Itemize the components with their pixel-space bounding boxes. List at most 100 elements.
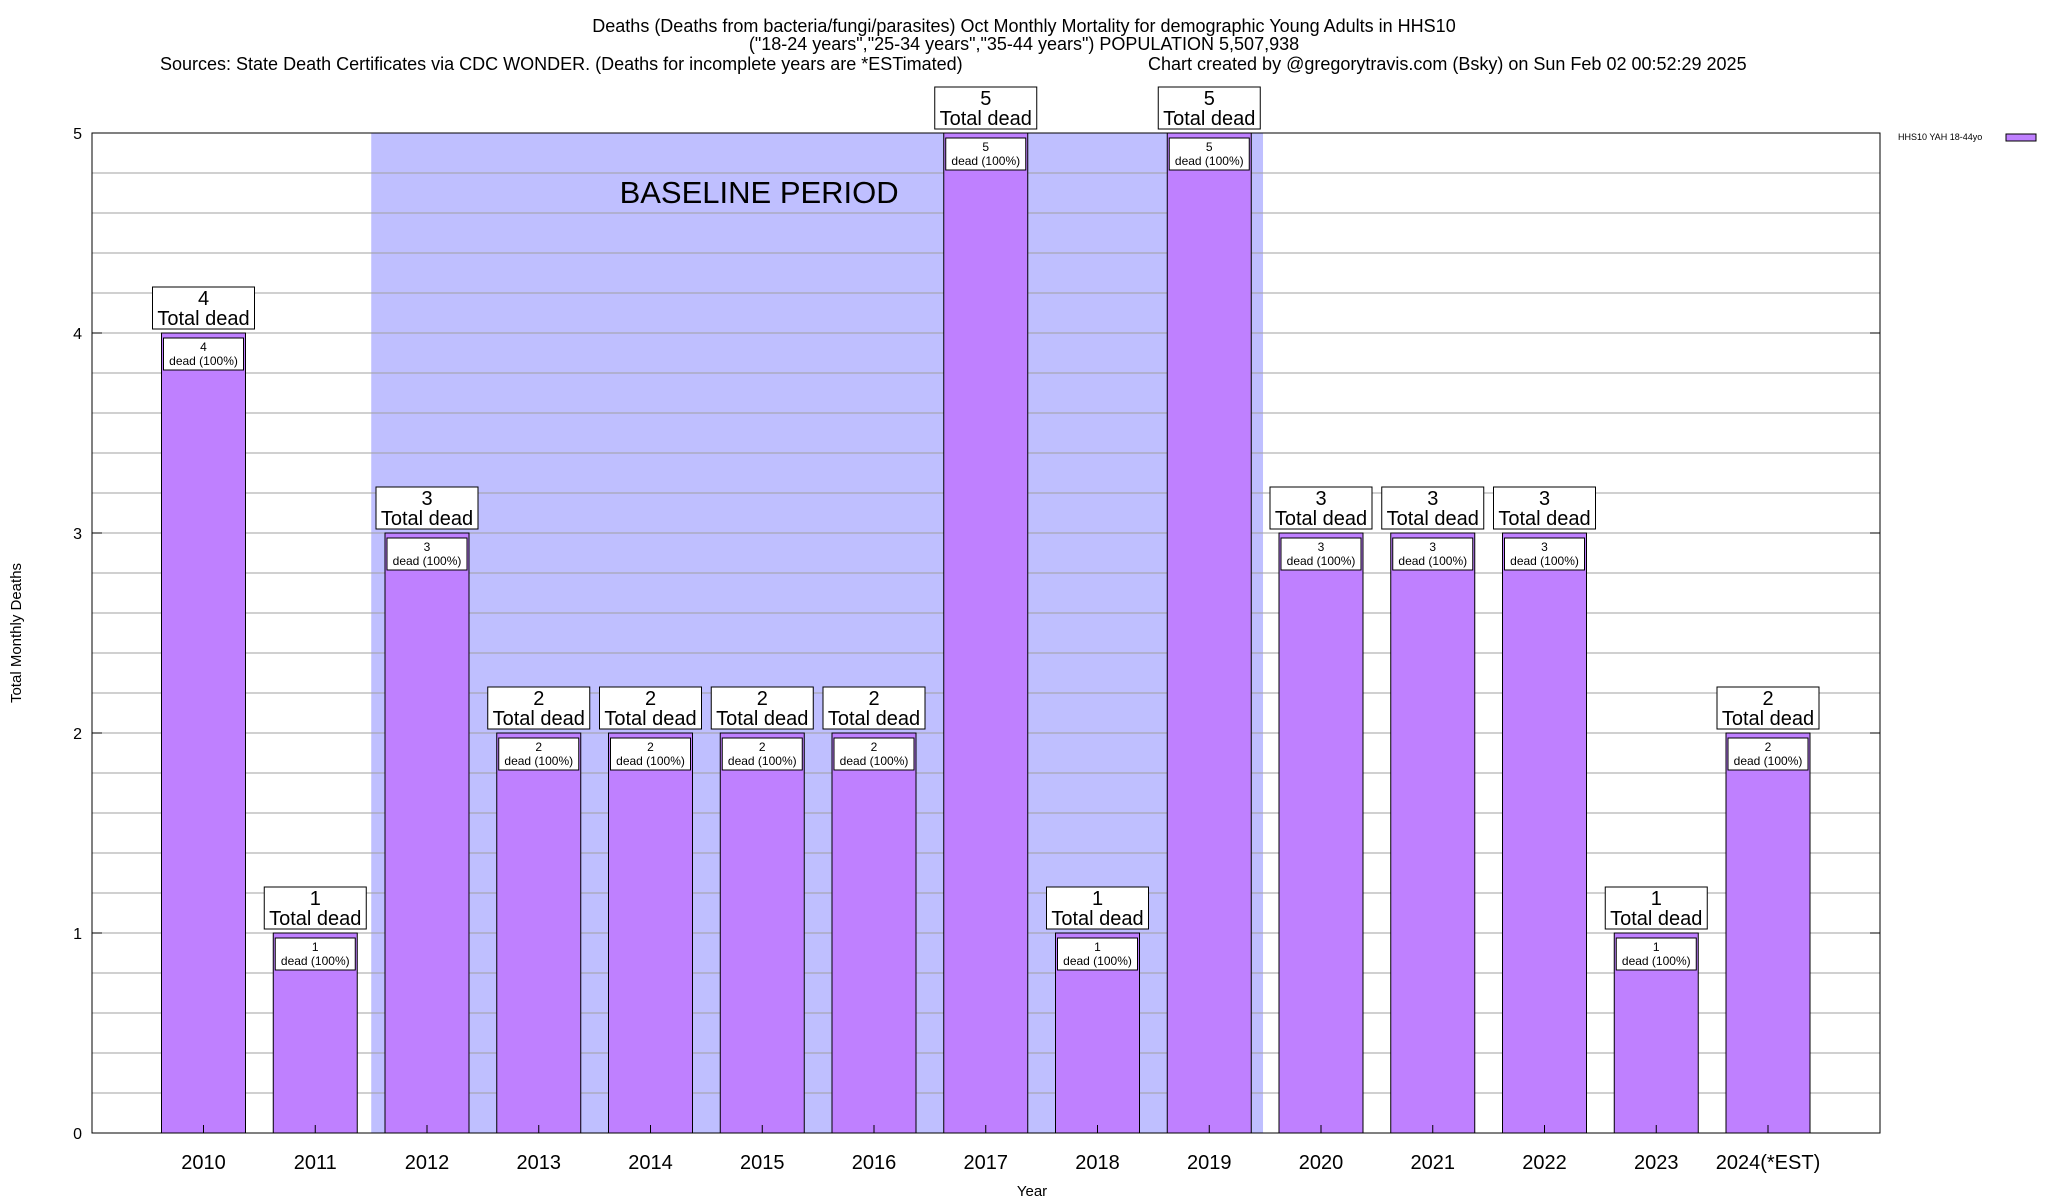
bar-total-value: 5 xyxy=(980,88,991,110)
bar-inner-label: dead (100%) xyxy=(1063,954,1132,968)
bar xyxy=(1725,732,1811,1134)
bar-total-value: 3 xyxy=(1539,488,1550,510)
x-tick-label: 2016 xyxy=(852,1152,897,1174)
bar-total-label-box xyxy=(1604,886,1708,930)
bar-inner-label: dead (100%) xyxy=(616,754,685,768)
bar-total-label-box xyxy=(263,886,367,930)
bar-total-label-box xyxy=(375,486,479,530)
bar-inner-label-box xyxy=(1727,737,1809,771)
bar-inner-label: dead (100%) xyxy=(393,554,462,568)
bar-inner-label: dead (100%) xyxy=(1287,554,1356,568)
bar-total-label: Total dead xyxy=(381,508,473,530)
bar-inner-value: 5 xyxy=(982,140,989,154)
bar-inner-label-box xyxy=(163,337,244,371)
bar-total-label: Total dead xyxy=(1163,108,1255,130)
bar-inner-label-box xyxy=(610,737,691,771)
y-tick-label: 2 xyxy=(73,726,82,743)
x-tick-label: 2024(*EST) xyxy=(1716,1152,1821,1174)
bar-inner-label-box xyxy=(274,937,356,971)
x-tick-label: 2013 xyxy=(517,1152,562,1174)
bar-total-label-box xyxy=(710,686,814,730)
legend-swatch xyxy=(2005,133,2037,142)
bar-total-label-box xyxy=(1493,486,1596,530)
bar-total-label: Total dead xyxy=(1722,708,1814,730)
bar-inner-label-box xyxy=(833,737,915,771)
bar-inner-label: dead (100%) xyxy=(1175,154,1244,168)
bar-total-label: Total dead xyxy=(940,108,1032,130)
bar-total-label: Total dead xyxy=(716,708,808,730)
bar-total-label-box xyxy=(822,686,926,730)
bar xyxy=(1390,532,1476,1134)
legend-label: HHS10 YAH 18-44yo xyxy=(1898,132,1982,142)
y-tick-label: 1 xyxy=(73,926,82,943)
bar-inner-value: 2 xyxy=(535,740,542,754)
y-axis-label: Total Monthly Deaths xyxy=(8,563,25,703)
bar-inner-label: dead (100%) xyxy=(1734,754,1803,768)
bar-total-label: Total dead xyxy=(1275,508,1367,530)
x-tick-label: 2017 xyxy=(964,1152,1009,1174)
bar-total-label-box xyxy=(152,286,255,330)
bar-inner-label: dead (100%) xyxy=(728,754,797,768)
bar-inner-label: dead (100%) xyxy=(840,754,909,768)
bar xyxy=(943,132,1029,1134)
bar-total-label: Total dead xyxy=(1610,908,1702,930)
bar-inner-label-box xyxy=(721,737,803,771)
bar-total-label: Total dead xyxy=(157,308,249,330)
bar xyxy=(161,332,246,1134)
bar-inner-label: dead (100%) xyxy=(1510,554,1579,568)
bar-total-label: Total dead xyxy=(828,708,920,730)
bar-total-value: 3 xyxy=(421,488,432,510)
bar-inner-label: dead (100%) xyxy=(169,354,238,368)
bar-inner-value: 2 xyxy=(647,740,654,754)
bar-total-value: 2 xyxy=(533,688,544,710)
bar-inner-label-box xyxy=(498,737,580,771)
chart-credit-note: Chart created by @gregorytravis.com (Bsk… xyxy=(1148,54,1747,74)
chart-title-line-2: ("18-24 years","25-34 years","35-44 year… xyxy=(748,34,1300,54)
x-tick-label: 2023 xyxy=(1634,1152,1679,1174)
bar xyxy=(1166,132,1252,1134)
plot-frame xyxy=(91,132,1881,1134)
bar-total-value: 1 xyxy=(1651,888,1662,910)
bar-inner-label-box xyxy=(386,537,468,571)
bar-total-label: Total dead xyxy=(269,908,361,930)
y-tick-label: 3 xyxy=(73,526,82,543)
bar xyxy=(608,732,693,1134)
bar-inner-value: 1 xyxy=(1094,940,1101,954)
bar-total-value: 4 xyxy=(198,288,209,310)
x-tick-label: 2012 xyxy=(405,1152,450,1174)
bar-inner-label-box xyxy=(1504,537,1585,571)
x-tick-label: 2020 xyxy=(1299,1152,1344,1174)
bar-total-label: Total dead xyxy=(493,708,585,730)
baseline-period-label: BASELINE PERIOD xyxy=(620,175,899,210)
bar-total-value: 3 xyxy=(1315,488,1326,510)
bar xyxy=(719,732,805,1134)
y-tick-label: 0 xyxy=(73,1126,82,1143)
bar-total-label-box xyxy=(1381,486,1485,530)
bar-inner-value: 1 xyxy=(312,940,319,954)
bar-total-value: 1 xyxy=(310,888,321,910)
bar-inner-value: 3 xyxy=(1429,540,1436,554)
bar-total-label: Total dead xyxy=(604,708,696,730)
bar-inner-label: dead (100%) xyxy=(1622,954,1691,968)
bar-total-value: 3 xyxy=(1427,488,1438,510)
bar-inner-value: 5 xyxy=(1206,140,1213,154)
bar-total-value: 5 xyxy=(1204,88,1215,110)
bar-inner-label: dead (100%) xyxy=(951,154,1020,168)
x-tick-label: 2015 xyxy=(740,1152,785,1174)
y-tick-label: 4 xyxy=(73,326,82,343)
bar-total-value: 2 xyxy=(645,688,656,710)
bar-inner-label: dead (100%) xyxy=(1398,554,1467,568)
bar-inner-value: 2 xyxy=(759,740,766,754)
bar-total-value: 2 xyxy=(757,688,768,710)
bar-total-label-box xyxy=(599,686,702,730)
x-tick-label: 2011 xyxy=(294,1152,337,1174)
bar-total-value: 2 xyxy=(1762,688,1773,710)
bar xyxy=(1278,532,1364,1134)
bar-inner-value: 3 xyxy=(1541,540,1548,554)
bar-inner-value: 3 xyxy=(1318,540,1325,554)
bar-total-label-box xyxy=(1046,886,1149,930)
bar-total-value: 2 xyxy=(868,688,879,710)
bar-inner-label: dead (100%) xyxy=(281,954,350,968)
x-tick-label: 2010 xyxy=(181,1152,226,1174)
